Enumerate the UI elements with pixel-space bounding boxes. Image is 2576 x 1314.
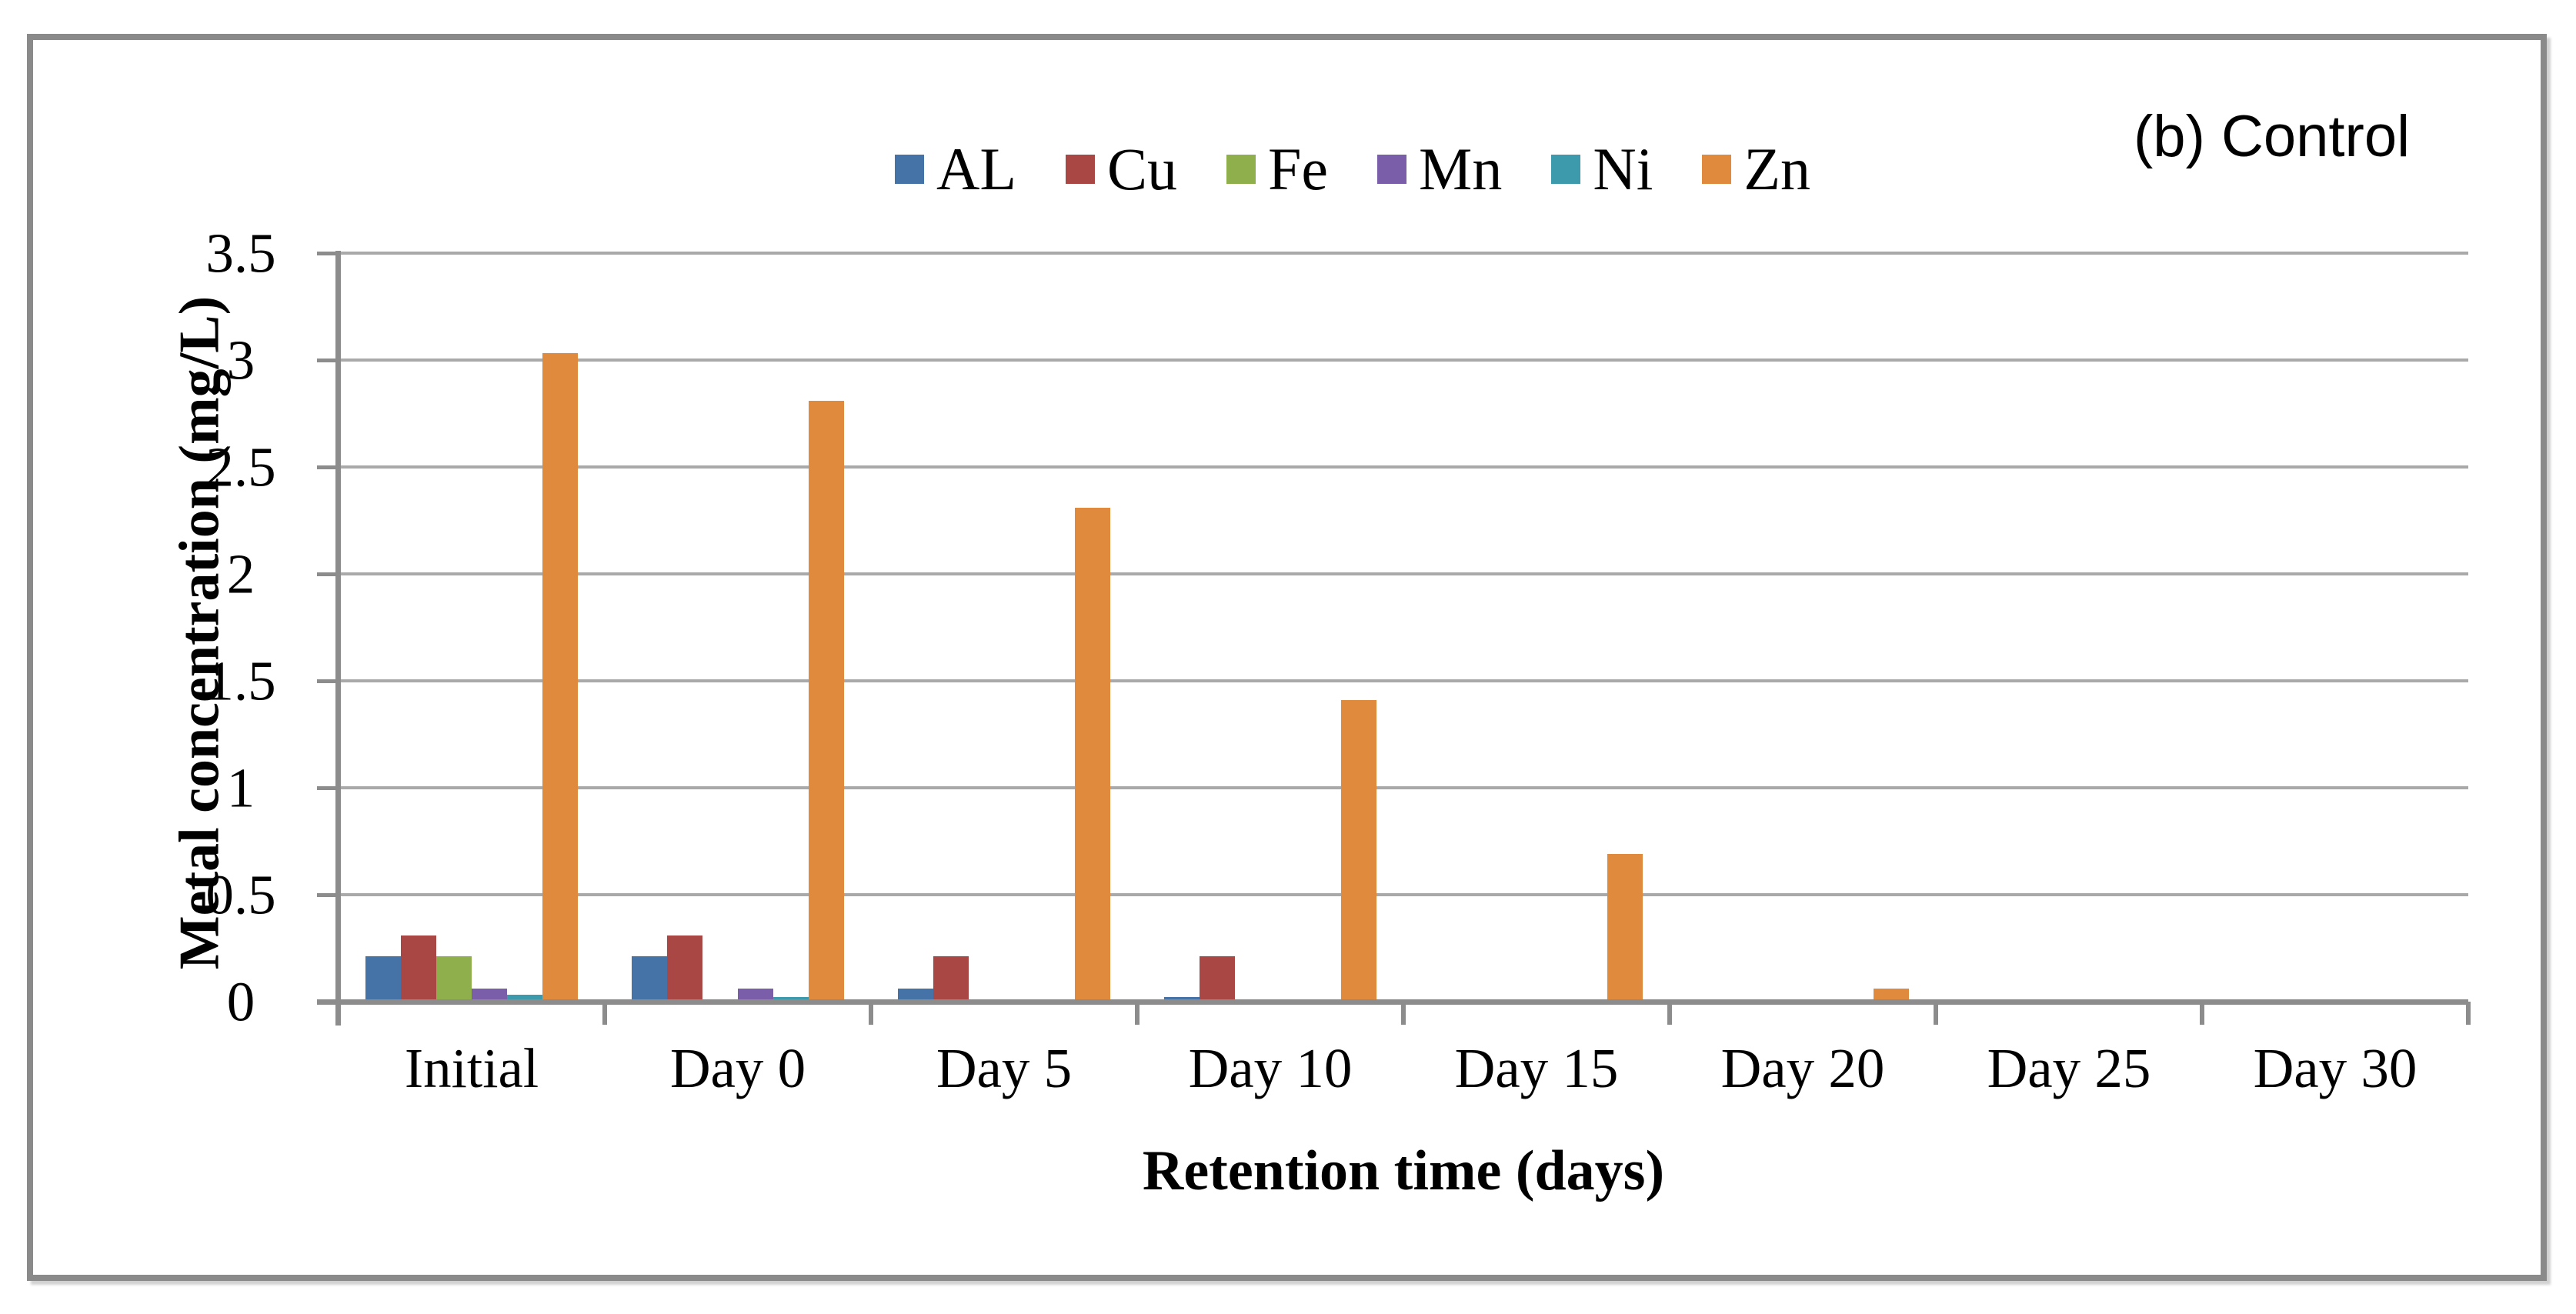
y-axis-title: Metal concentration (mg/L) — [168, 295, 232, 970]
bar-zn-day10 — [1341, 700, 1376, 999]
legend-swatch-icon — [1065, 155, 1095, 184]
x-axis-tick — [336, 1002, 341, 1025]
legend-label: Fe — [1268, 135, 1328, 202]
x-axis-tick — [2200, 1002, 2204, 1025]
legend-item-zn: Zn — [1702, 139, 1810, 199]
gridline — [339, 465, 2468, 469]
x-axis-tick — [1667, 1002, 1672, 1025]
y-tick-label: 2.5 — [205, 435, 276, 499]
x-axis-tick — [602, 1002, 607, 1025]
x-category-label: Day 30 — [2253, 1037, 2418, 1099]
legend-item-cu: Cu — [1065, 135, 1177, 202]
gridline — [339, 359, 2468, 362]
bar-al-day5 — [898, 989, 933, 999]
bar-cu-day10 — [1200, 956, 1235, 999]
x-category-label: Initial — [404, 1037, 539, 1099]
legend-swatch-icon — [1551, 155, 1581, 184]
x-axis-tick — [1135, 1002, 1140, 1025]
legend-label: AL — [936, 135, 1016, 202]
x-category-label: Day 15 — [1454, 1037, 1619, 1099]
y-axis-tick — [317, 572, 339, 576]
bar-fe-initial — [436, 956, 472, 999]
y-axis-line — [335, 251, 341, 1026]
y-tick-label: 1.5 — [205, 649, 276, 712]
gridline — [339, 252, 2468, 255]
legend-swatch-icon — [894, 155, 924, 184]
legend-item-ni: Ni — [1551, 139, 1653, 199]
bar-cu-day0 — [667, 935, 702, 999]
bar-mn-day0 — [738, 989, 773, 999]
bar-zn-day20 — [1874, 989, 1909, 999]
legend-label: Ni — [1593, 135, 1653, 202]
gridline — [339, 679, 2468, 682]
legend: AL Cu Fe Mn Ni Zn — [379, 131, 2326, 208]
y-axis-tick — [317, 679, 339, 683]
x-axis-tick — [1934, 1002, 1938, 1025]
x-category-label: Day 25 — [1987, 1037, 2151, 1099]
y-tick-label: 0.5 — [205, 863, 276, 926]
y-axis-tick — [317, 252, 339, 255]
bar-al-initial — [365, 956, 401, 999]
y-tick-label: 2 — [226, 542, 255, 605]
x-axis-line — [317, 999, 2468, 1005]
legend-label: Cu — [1106, 135, 1177, 202]
x-category-label: Day 5 — [936, 1037, 1073, 1099]
y-tick-label: 0 — [226, 970, 255, 1033]
bar-zn-day15 — [1607, 854, 1643, 999]
bar-ni-initial — [507, 995, 542, 999]
x-axis-tick — [2466, 1002, 2471, 1025]
legend-swatch-icon — [1226, 155, 1256, 184]
bar-mn-initial — [472, 989, 507, 999]
x-axis-tick — [869, 1002, 873, 1025]
y-tick-label: 3 — [226, 328, 255, 392]
y-axis-tick — [317, 465, 339, 469]
legend-swatch-icon — [1702, 155, 1732, 184]
bar-al-day0 — [632, 956, 667, 999]
bar-zn-day5 — [1075, 508, 1110, 999]
gridline — [339, 572, 2468, 575]
chart-frame: AL Cu Fe Mn Ni Zn (b) Control — [27, 34, 2547, 1281]
y-axis-tick — [317, 359, 339, 362]
y-axis-tick — [317, 893, 339, 897]
gridline — [339, 893, 2468, 896]
x-category-label: Day 20 — [1720, 1037, 1885, 1099]
x-category-label: Day 0 — [669, 1037, 806, 1099]
bar-ni-day0 — [773, 997, 809, 999]
bar-zn-day0 — [809, 401, 844, 999]
legend-label: Mn — [1419, 135, 1503, 202]
legend-item-al: AL — [894, 135, 1016, 202]
bar-al-day10 — [1164, 997, 1200, 999]
x-axis-title: Retention time (days) — [1142, 1139, 1665, 1202]
y-tick-label: 1 — [226, 756, 255, 819]
legend-label: Zn — [1743, 135, 1811, 202]
bar-cu-initial — [401, 935, 436, 999]
legend-swatch-icon — [1377, 155, 1406, 184]
panel-label: (b) Control — [2134, 104, 2410, 169]
y-axis-tick — [317, 786, 339, 790]
bar-cu-day5 — [933, 956, 969, 999]
x-category-label: Day 10 — [1188, 1037, 1353, 1099]
y-tick-label: 3.5 — [205, 222, 276, 285]
gridline — [339, 786, 2468, 789]
legend-item-fe: Fe — [1226, 139, 1328, 199]
x-axis-tick — [1401, 1002, 1406, 1025]
bar-zn-initial — [542, 353, 578, 999]
legend-item-mn: Mn — [1377, 139, 1502, 199]
